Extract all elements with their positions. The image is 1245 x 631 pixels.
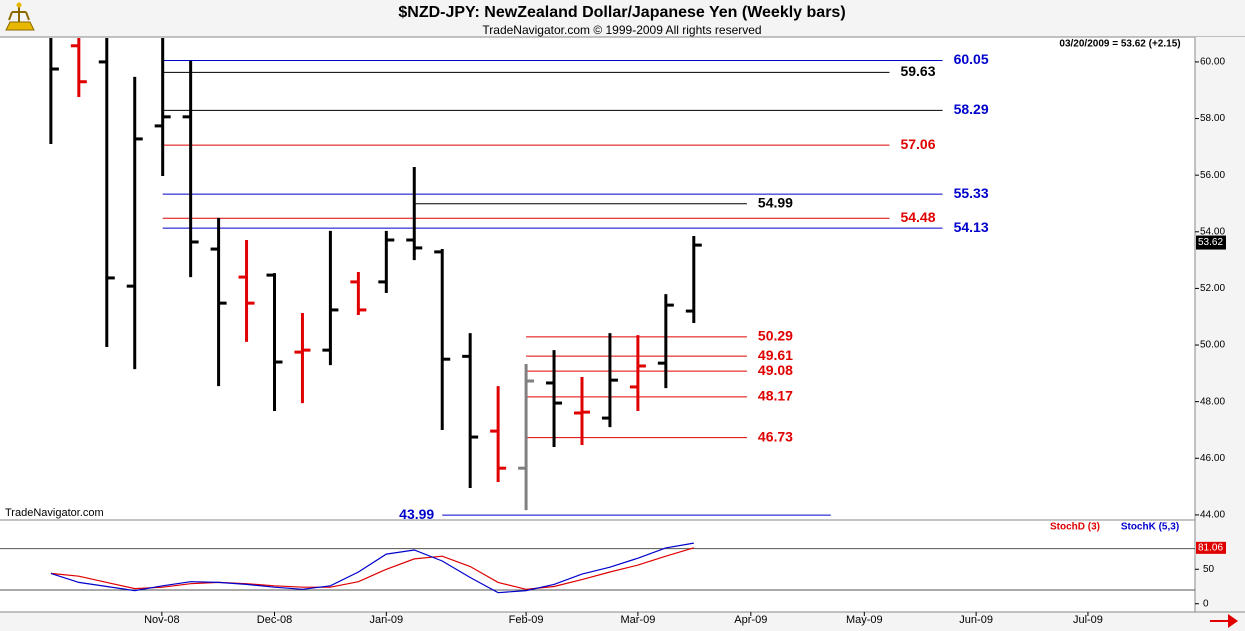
level-label: 46.73 [758,428,793,444]
x-tick-label: Apr-09 [734,614,767,626]
level-label: 54.99 [758,194,793,210]
watermark: TradeNavigator.com [5,507,104,519]
y-tick-label: 0 [1203,598,1209,609]
header-bar [0,0,1245,37]
level-label: 50.29 [758,328,793,344]
y-tick-label: 58.00 [1200,113,1225,124]
scroll-arrow[interactable] [1210,614,1238,628]
level-label: 49.61 [758,347,793,363]
y-tick-label: 52.00 [1200,283,1225,294]
chart-subtitle: TradeNavigator.com © 1999-2009 All right… [482,23,761,37]
x-tick-label: Mar-09 [620,614,655,626]
last-price-box [1196,235,1226,250]
y-tick-label: 56.00 [1200,170,1225,181]
y-tick-label: 46.00 [1200,453,1225,464]
last-value-box [1196,541,1226,554]
level-label: 54.13 [954,219,989,235]
x-tick-label: Jan-09 [369,614,403,626]
axis-area [1195,37,1245,612]
y-tick-label: 60.00 [1200,57,1225,68]
level-label: 58.29 [954,101,989,117]
x-tick-label: May-09 [846,614,883,626]
stoch-line [50,547,694,590]
level-label: 59.63 [900,63,935,79]
x-tick-label: Nov-08 [144,614,179,626]
legend-entry: StochD (3) [1050,522,1100,533]
chart-title: $NZD-JPY: NewZealand Dollar/Japanese Yen… [398,4,845,21]
level-label: 49.08 [758,362,793,378]
y-tick-label: 54.00 [1200,226,1225,237]
level-label: 55.33 [954,185,989,201]
level-label: 54.48 [900,209,935,225]
logo [5,2,35,31]
level-label: 48.17 [758,388,793,404]
x-tick-label: Jun-09 [959,614,993,626]
y-tick-label: 50 [1203,564,1215,575]
level-label: 43.99 [399,506,434,522]
date-axis-area [0,612,1245,631]
legend-entry: StochK (5,3) [1121,522,1179,533]
y-tick-label: 50.00 [1200,340,1225,351]
level-label: 57.06 [900,136,935,152]
x-tick-label: Dec-08 [257,614,292,626]
level-label: 60.05 [954,51,989,67]
quote: 03/20/2009 = 53.62 (+2.15) [1059,39,1180,50]
price-panel: 60.05 59.63 58.29 57.06 55.33 54.99 54.48 54.13… [49,38,989,522]
y-tick-label: 44.00 [1200,510,1225,521]
y-tick-label: 48.00 [1200,396,1225,407]
x-tick-label: Feb-09 [509,614,544,626]
last-value-label: 81.06 [1198,542,1223,553]
x-tick-label: Jul-09 [1073,614,1103,626]
last-price-label: 53.62 [1198,237,1223,248]
stoch-panel [0,542,1195,594]
stoch-line [50,542,694,594]
